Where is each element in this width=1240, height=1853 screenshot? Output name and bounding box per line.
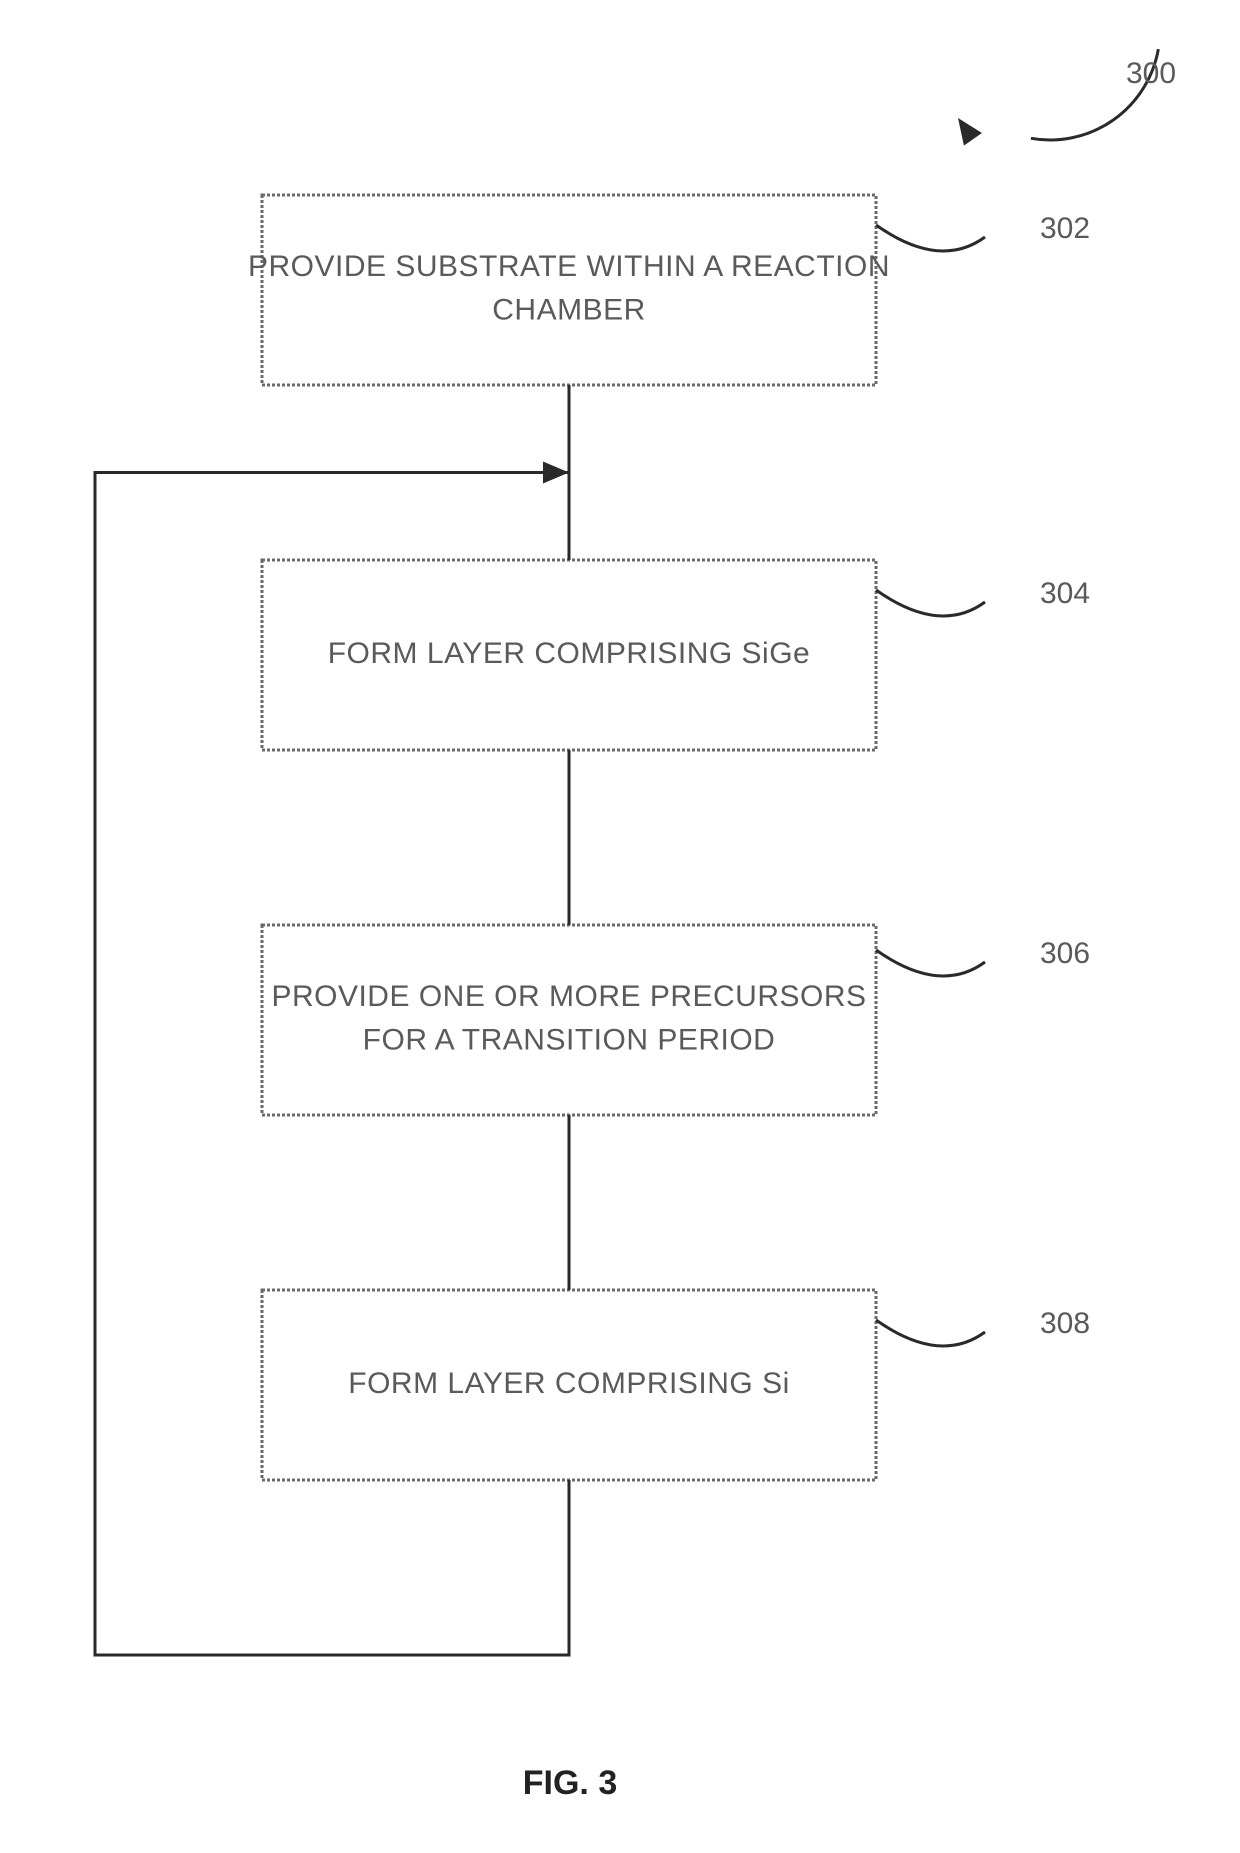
step-302: PROVIDE SUBSTRATE WITHIN A REACTION CHAMB… — [248, 195, 1090, 385]
step-306-rect — [262, 925, 876, 1115]
step-306-ref-label: 306 — [1040, 937, 1090, 970]
loop-back-arrowhead — [543, 462, 569, 484]
step-302-ref-arc — [876, 225, 985, 251]
step-308-label: FORM LAYER COMPRISING Si — [348, 1367, 790, 1400]
step-302-rect — [262, 195, 876, 385]
step-302-label: CHAMBER — [492, 294, 646, 327]
step-308-ref-label: 308 — [1040, 1307, 1090, 1340]
step-306: PROVIDE ONE OR MORE PRECURSORS FOR A TRAN… — [262, 925, 1090, 1115]
step-304-ref-arc — [876, 590, 985, 616]
step-302-label: PROVIDE SUBSTRATE WITHIN A REACTION — [248, 250, 890, 283]
step-304-ref-label: 304 — [1040, 577, 1090, 610]
figure-ref-arrowhead — [958, 118, 982, 146]
step-306-label: FOR A TRANSITION PERIOD — [363, 1024, 776, 1057]
figure-caption: FIG. 3 — [523, 1764, 617, 1802]
step-304-label: FORM LAYER COMPRISING SiGe — [328, 637, 811, 670]
figure-ref-label: 300 — [1126, 57, 1176, 90]
flowchart-figure: PROVIDE SUBSTRATE WITHIN A REACTION CHAMB… — [0, 0, 1240, 1853]
step-306-ref-arc — [876, 950, 985, 976]
step-308: FORM LAYER COMPRISING Si 308 — [262, 1290, 1090, 1480]
step-306-label: PROVIDE ONE OR MORE PRECURSORS — [271, 980, 866, 1013]
step-302-ref-label: 302 — [1040, 212, 1090, 245]
step-304: FORM LAYER COMPRISING SiGe 304 — [262, 560, 1090, 750]
step-308-ref-arc — [876, 1320, 985, 1346]
